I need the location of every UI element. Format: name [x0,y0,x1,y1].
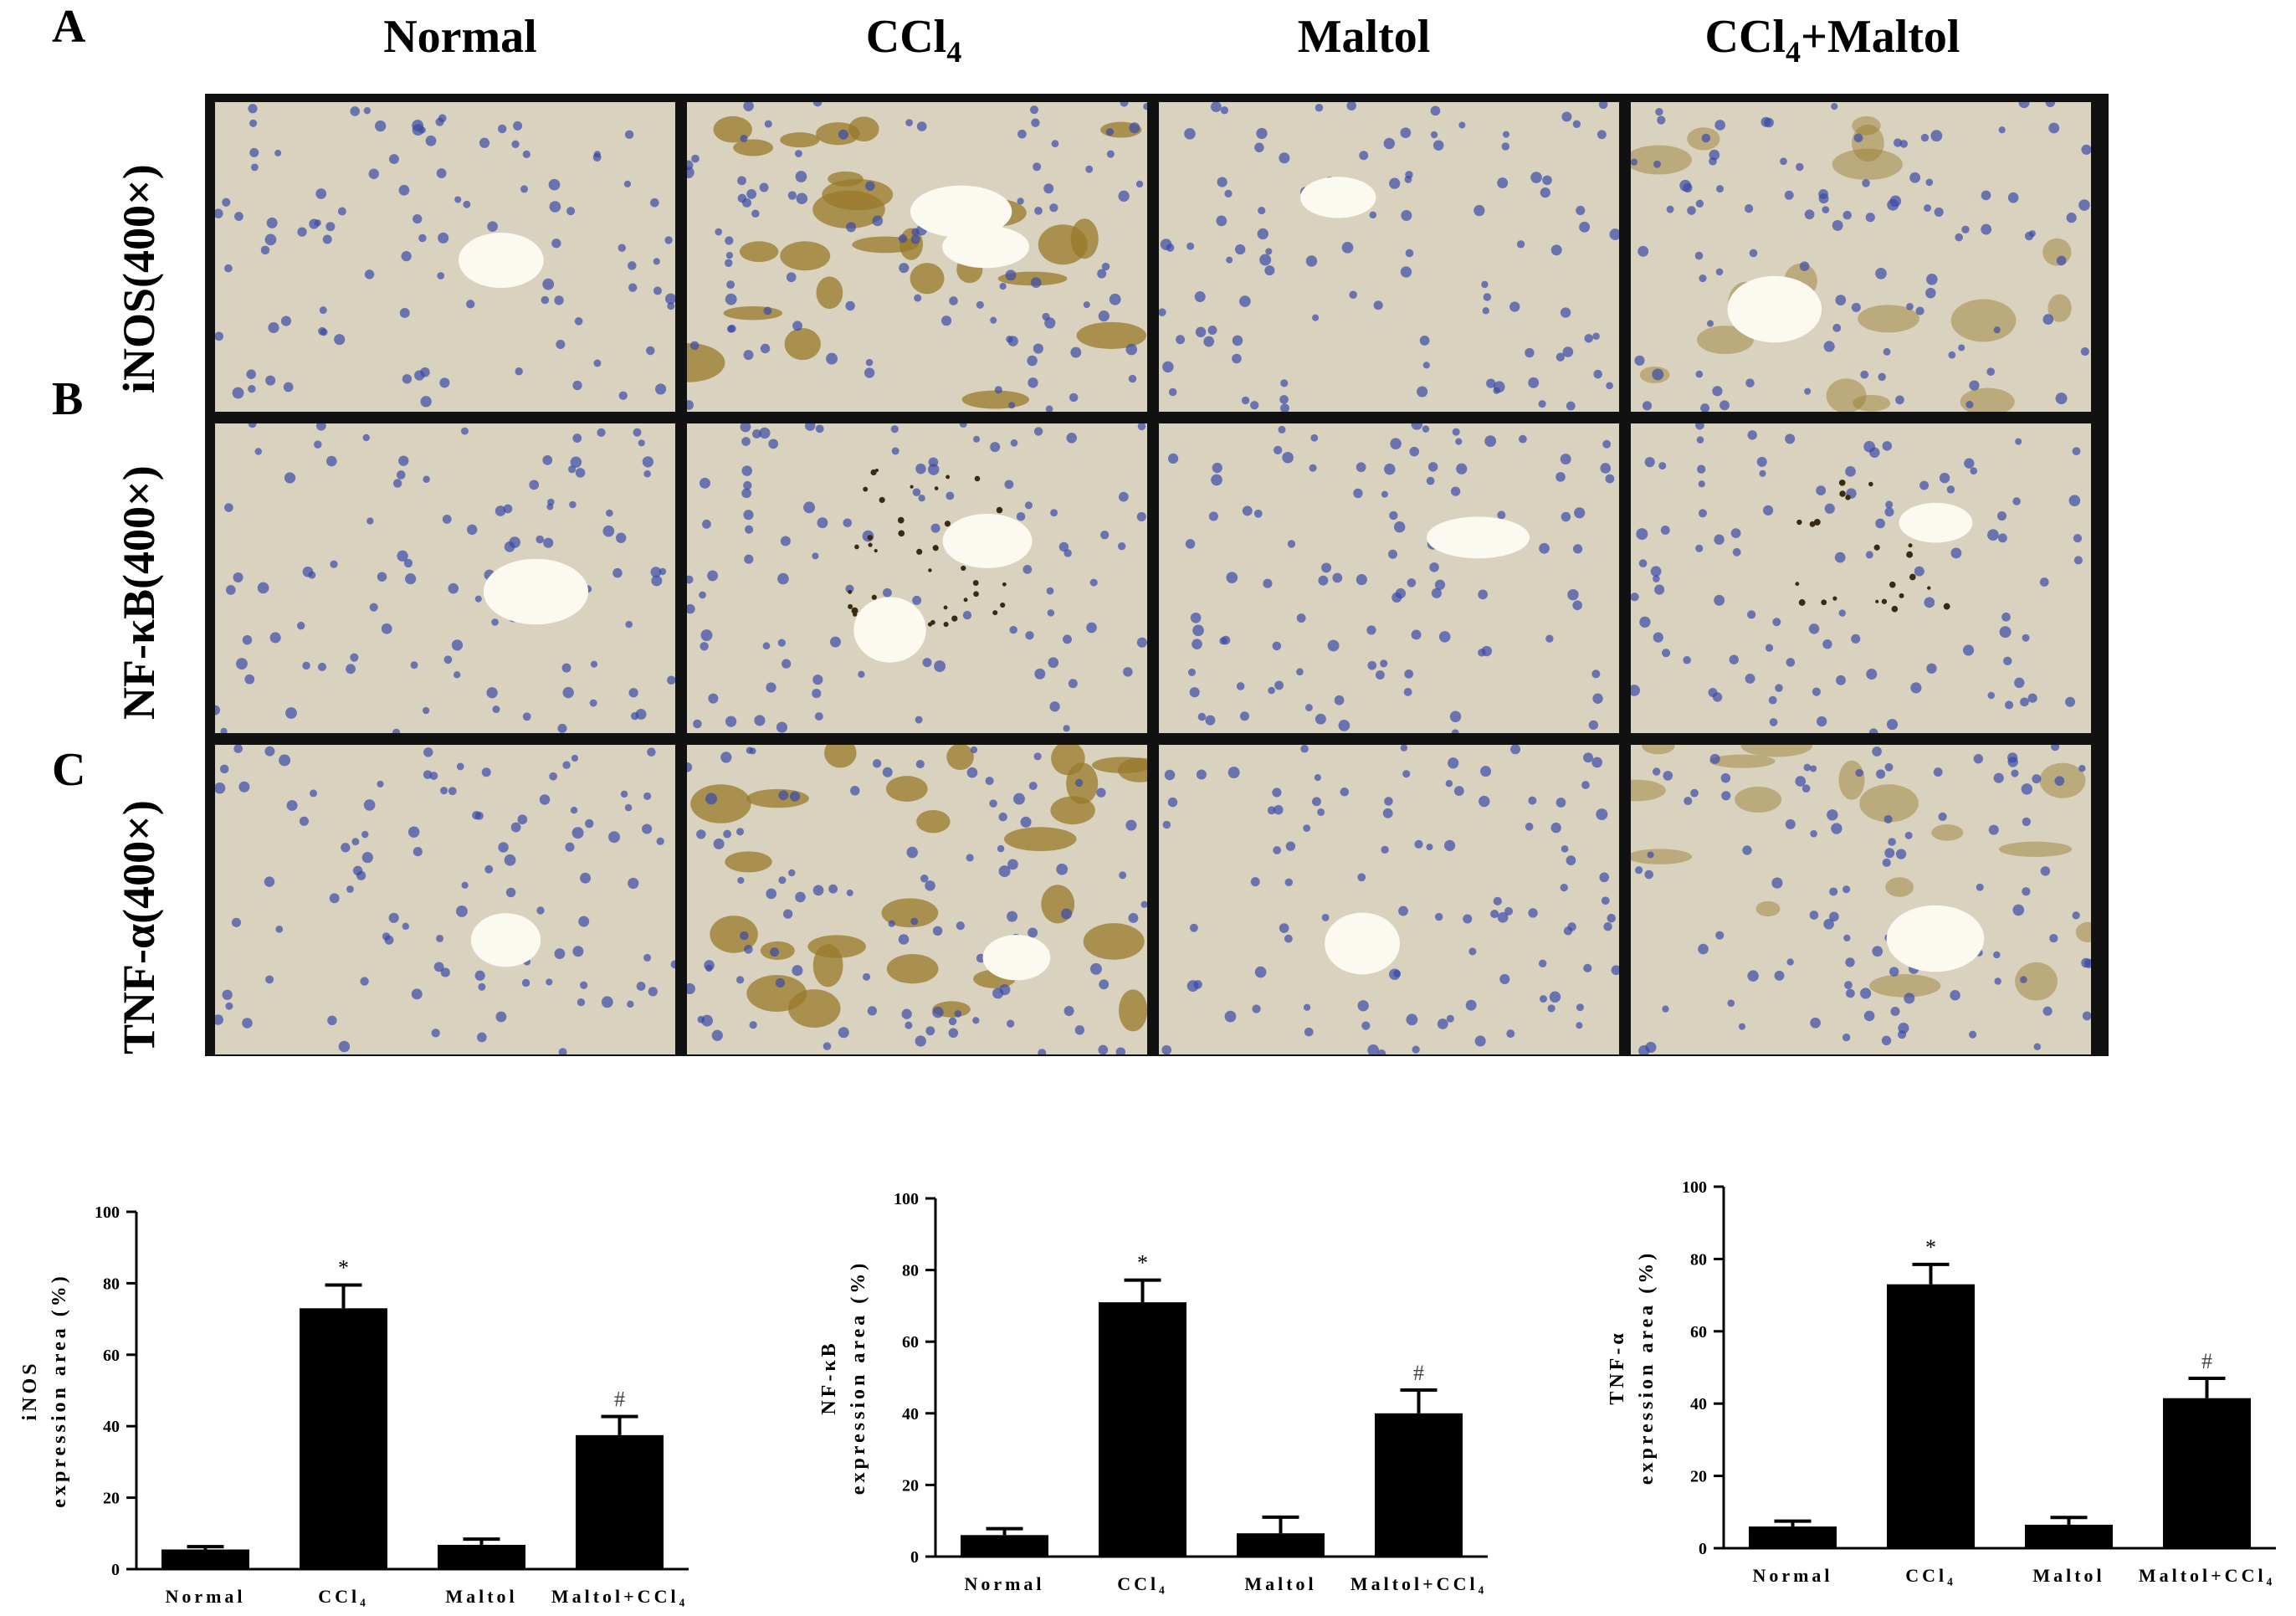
tissue-image [687,423,1147,733]
column-heading-ccl4: CCl4 [865,11,962,69]
y-tick-label: 80 [1690,1250,1707,1269]
micrograph-grid [205,94,2109,1056]
y-tick-label: 0 [111,1561,120,1579]
micrograph-tile [215,745,675,1054]
panel-letter-b: B [52,373,84,425]
x-tick-label: CCl₄ [1905,1565,1955,1586]
y-tick-label: 60 [902,1333,919,1352]
x-tick-label: Normal [964,1573,1044,1594]
nf-kb-bar-chart: 0 20 40 60 80 100 Normal * CCl₄ Maltol # Maltol+CCl… [818,1190,1488,1594]
y-tick-label: 40 [103,1418,120,1436]
y-tick-label: 40 [1690,1395,1707,1413]
column-heading-ccl4-maltol: CCl4+Maltol [1704,11,1960,69]
micrograph-tile [687,745,1147,1054]
significance-marker: # [1413,1361,1424,1385]
x-tick-label: Maltol+CCl₄ [551,1586,688,1607]
row-label-inos: iNOS(400×) [114,164,164,393]
significance-marker: * [338,1256,349,1280]
tissue-image [215,423,675,733]
bar [2163,1398,2251,1548]
y-tick-label: 100 [894,1190,919,1208]
y-tick-label: 60 [1690,1323,1707,1342]
tnf-a-bar-chart: 0 20 40 60 80 100 Normal * CCl₄ Maltol # Maltol+CCl… [1607,1178,2276,1586]
row-label-tnf-a: TNF-α(400×) [114,800,164,1054]
column-heading-normal: Normal [383,11,537,63]
micrograph-tile [1631,423,2091,733]
tissue-image [687,102,1147,412]
y-tick-label: 20 [1690,1468,1707,1486]
bar [300,1308,387,1569]
y-tick-label: 80 [103,1275,120,1293]
bar [161,1549,249,1569]
tissue-image [1631,745,2091,1054]
micrograph-tile [687,423,1147,733]
micrograph-tile [1631,102,2091,412]
tissue-image [1631,423,2091,733]
x-tick-label: Maltol+CCl₄ [1350,1573,1487,1594]
micrograph-tile [1159,745,1619,1054]
tissue-image [1159,745,1619,1054]
micrograph-tile [215,423,675,733]
significance-marker: * [1137,1251,1148,1275]
x-tick-label: CCl₄ [318,1586,368,1607]
x-tick-label: Normal [1752,1565,1832,1586]
significance-marker: * [1925,1235,1936,1259]
y-tick-label: 80 [902,1262,919,1280]
significance-marker: # [2201,1349,2212,1373]
column-heading-maltol: Maltol [1297,11,1431,63]
micrograph-tile [215,102,675,412]
x-tick-label: CCl₄ [1117,1573,1167,1594]
y-tick-label: 100 [95,1203,120,1222]
y-axis-label-line1: TNF-α [1607,1330,1628,1404]
tissue-image [1631,102,2091,412]
x-tick-label: Maltol+CCl₄ [2139,1565,2275,1586]
bar [1237,1533,1325,1557]
bar [1887,1284,1975,1548]
x-tick-label: Normal [165,1586,245,1607]
y-tick-label: 0 [1699,1540,1707,1558]
y-tick-label: 20 [902,1476,919,1495]
y-axis-label-line1: NF-κB [818,1340,840,1414]
bar [438,1544,525,1569]
panel-letter-c: C [52,744,86,796]
tissue-image [1159,423,1619,733]
y-axis-label-line2: expression area (%) [1636,1250,1658,1485]
significance-marker: # [614,1388,625,1412]
y-axis-label-line2: expression area (%) [848,1260,869,1495]
y-tick-label: 20 [103,1490,120,1508]
micrograph-tile [1159,423,1619,733]
tissue-image [215,102,675,412]
bar [1099,1302,1186,1557]
micrograph-tile [1631,745,2091,1054]
row-label-nf-kb: NF-κB(400×) [114,465,164,720]
bar [1375,1413,1463,1557]
tissue-image [687,745,1147,1054]
x-tick-label: Maltol [445,1586,517,1607]
micrograph-tile [1159,102,1619,412]
bar [576,1434,664,1569]
tissue-image [215,745,675,1054]
bar [1749,1526,1837,1548]
y-tick-label: 40 [902,1405,919,1424]
x-tick-label: Maltol [2032,1565,2104,1586]
y-tick-label: 60 [103,1347,120,1365]
panel-letter-a: A [52,1,86,53]
micrograph-tile [687,102,1147,412]
bar [961,1535,1048,1557]
y-axis-label-line1: iNOS [19,1360,41,1420]
y-axis-label-line2: expression area (%) [49,1273,70,1507]
inos-bar-chart: 0 20 40 60 80 100 Normal * CCl₄ Maltol # Maltol+CCl… [19,1203,689,1607]
tissue-image [1159,102,1619,412]
bar [2025,1524,2113,1548]
y-tick-label: 100 [1682,1178,1707,1197]
y-tick-label: 0 [910,1548,919,1567]
x-tick-label: Maltol [1244,1573,1316,1594]
